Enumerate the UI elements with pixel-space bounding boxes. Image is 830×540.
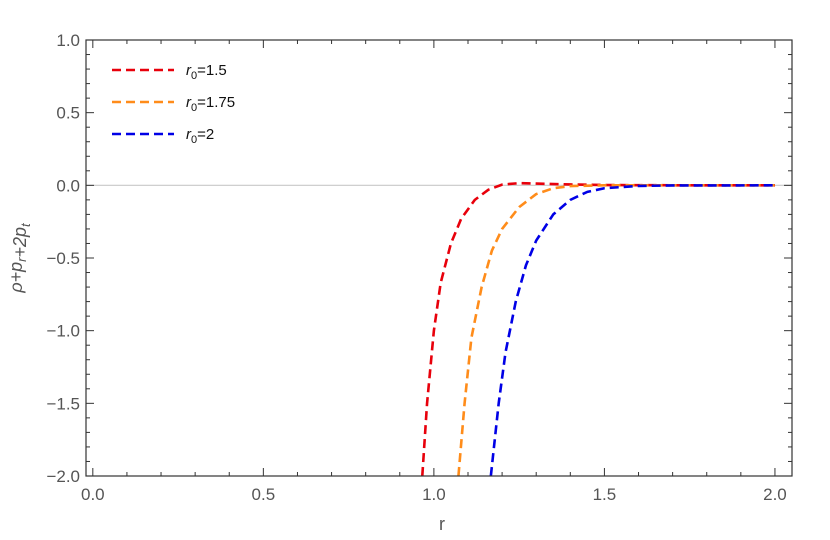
x-tick-label: 2.0 bbox=[763, 485, 787, 504]
y-tick-label: 1.0 bbox=[56, 31, 80, 50]
y-tick-label: 0.0 bbox=[56, 176, 80, 195]
legend-label-3: r0=2 bbox=[186, 126, 214, 146]
x-tick-label: 1.5 bbox=[593, 485, 617, 504]
x-tick-label: 0.0 bbox=[81, 485, 105, 504]
y-tick-label: −1.0 bbox=[46, 322, 80, 341]
x-axis-label: r bbox=[439, 514, 445, 534]
y-tick-label: −1.5 bbox=[46, 394, 80, 413]
x-tick-label: 1.0 bbox=[422, 485, 446, 504]
y-axis-label: ρ+pr+2pt bbox=[6, 222, 33, 294]
series-line-3 bbox=[489, 184, 775, 476]
legend-label-1: r0=1.5 bbox=[186, 62, 227, 82]
y-tick-label: −2.0 bbox=[46, 467, 80, 486]
legend-label-2: r0=1.75 bbox=[186, 94, 235, 114]
series-line-2 bbox=[457, 184, 775, 476]
x-tick-label: 0.5 bbox=[252, 485, 276, 504]
y-tick-label: 0.5 bbox=[56, 104, 80, 123]
series-line-1 bbox=[420, 181, 775, 476]
y-tick-label: −0.5 bbox=[46, 249, 80, 268]
